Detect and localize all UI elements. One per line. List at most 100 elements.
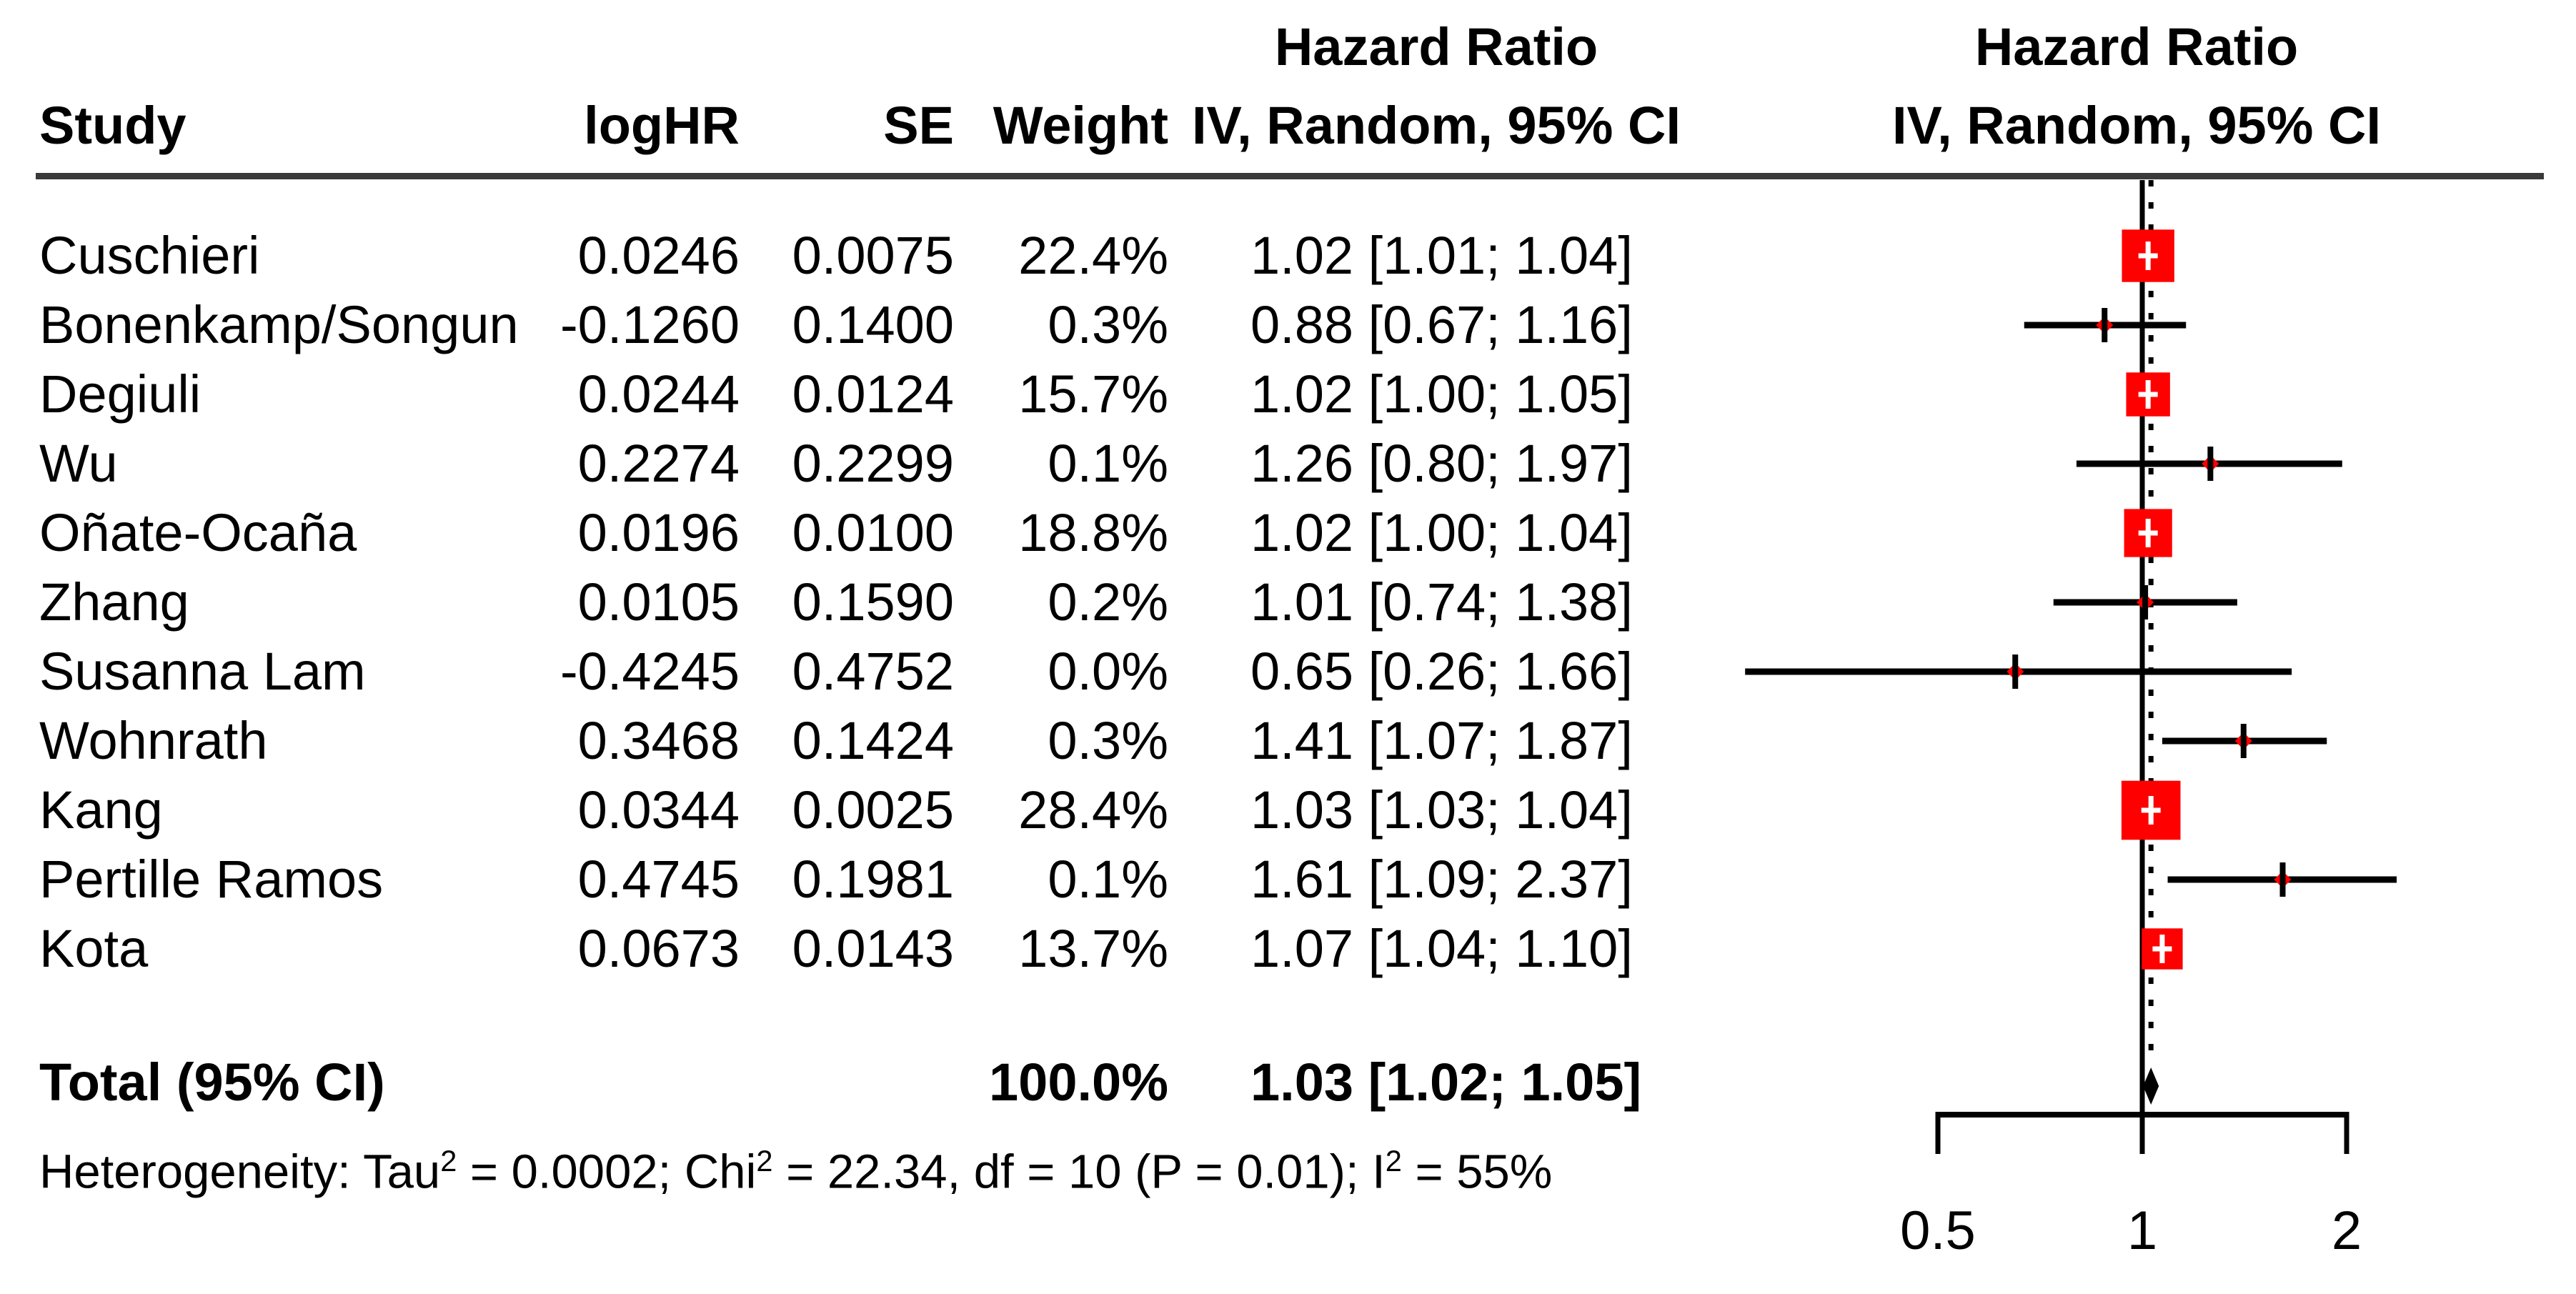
heterogeneity-text: = 0.0002; Chi bbox=[457, 1145, 757, 1199]
estimate-diamond-marker bbox=[2137, 594, 2154, 611]
loghr-value: 0.0196 bbox=[577, 503, 740, 562]
heterogeneity-text: = 22.34, df = 10 (P = 0.01); I bbox=[772, 1145, 1386, 1199]
estimate-diamond-marker bbox=[2006, 663, 2024, 680]
weight-value: 0.3% bbox=[1048, 711, 1168, 770]
heterogeneity-text: = 55% bbox=[1401, 1145, 1553, 1199]
loghr-value: 0.0673 bbox=[577, 919, 740, 978]
axis-line bbox=[1936, 1112, 2349, 1118]
ci-value: 0.88 [0.67; 1.16] bbox=[1250, 295, 1633, 354]
loghr-value: -0.4245 bbox=[560, 642, 740, 701]
ci-value: 1.41 [1.07; 1.87] bbox=[1250, 711, 1633, 770]
superscript-2: 2 bbox=[440, 1144, 457, 1178]
study-name: Kota bbox=[39, 919, 149, 978]
loghr-value: 0.0246 bbox=[577, 226, 740, 285]
weight-square bbox=[2142, 928, 2183, 970]
weight-square bbox=[2122, 229, 2174, 282]
estimate-diamond-marker bbox=[2234, 732, 2252, 750]
estimate-cross bbox=[2138, 392, 2158, 397]
study-name: Zhang bbox=[39, 572, 189, 632]
ci-value: 1.02 [1.00; 1.05] bbox=[1250, 364, 1633, 424]
ci-value: 1.02 [1.00; 1.04] bbox=[1250, 503, 1633, 562]
study-name: Cuschieri bbox=[39, 226, 260, 285]
ci-value: 1.01 [0.74; 1.38] bbox=[1250, 572, 1633, 632]
column-header-loghr: logHR bbox=[584, 96, 740, 155]
weight-square bbox=[2124, 509, 2172, 557]
header-rule bbox=[36, 173, 2544, 179]
axis-tick-label: 1 bbox=[2127, 1200, 2158, 1261]
loghr-value: 0.2274 bbox=[577, 434, 740, 493]
study-name: Bonenkamp/Songun bbox=[39, 295, 519, 354]
total-weight: 100.0% bbox=[989, 1052, 1168, 1112]
estimate-tick bbox=[2102, 308, 2108, 342]
weight-value: 28.4% bbox=[1018, 780, 1168, 840]
column-header-weight: Weight bbox=[993, 96, 1168, 155]
study-name: Wu bbox=[39, 434, 118, 493]
ci-value: 1.26 [0.80; 1.97] bbox=[1250, 434, 1633, 493]
weight-value: 0.0% bbox=[1048, 642, 1168, 701]
loghr-value: 0.0344 bbox=[577, 780, 740, 840]
weight-value: 0.1% bbox=[1048, 850, 1168, 909]
se-value: 0.2299 bbox=[792, 434, 954, 493]
weight-value: 22.4% bbox=[1018, 226, 1168, 285]
ci-value: 1.07 [1.04; 1.10] bbox=[1250, 919, 1633, 978]
estimate-cross bbox=[2152, 946, 2172, 952]
study-name: Degiuli bbox=[39, 364, 202, 424]
estimate-tick bbox=[2142, 585, 2149, 619]
column-header-study: Study bbox=[39, 96, 187, 155]
estimate-diamond-marker bbox=[2202, 455, 2219, 472]
column-header-plot-method: IV, Random, 95% CI bbox=[1891, 96, 2382, 155]
weight-value: 18.8% bbox=[1018, 503, 1168, 562]
estimate-cross bbox=[2138, 530, 2158, 536]
se-value: 0.0025 bbox=[792, 780, 954, 840]
axis-tick bbox=[2344, 1112, 2349, 1154]
estimate-tick bbox=[2279, 862, 2286, 897]
heterogeneity-text: Heterogeneity: Tau bbox=[39, 1145, 441, 1199]
table-hazard-ratio-title: Hazard Ratio bbox=[1274, 17, 1598, 76]
loghr-value: -0.1260 bbox=[560, 295, 740, 354]
weight-value: 0.2% bbox=[1048, 572, 1168, 632]
se-value: 0.0100 bbox=[792, 503, 954, 562]
total-diamond bbox=[2143, 1067, 2159, 1105]
se-value: 0.0143 bbox=[792, 919, 954, 978]
ci-value: 1.03 [1.03; 1.04] bbox=[1250, 780, 1633, 840]
superscript-2: 2 bbox=[1385, 1144, 1402, 1178]
estimate-cross bbox=[2145, 519, 2151, 547]
se-value: 0.1424 bbox=[792, 711, 954, 770]
weight-value: 0.3% bbox=[1048, 295, 1168, 354]
heterogeneity-note: Heterogeneity: Tau2 = 0.0002; Chi2 = 22.… bbox=[39, 1128, 1553, 1199]
loghr-value: 0.0105 bbox=[577, 572, 740, 632]
se-value: 0.4752 bbox=[792, 642, 954, 701]
weight-value: 13.7% bbox=[1018, 919, 1168, 978]
estimate-tick bbox=[2240, 724, 2247, 758]
weight-square bbox=[2121, 780, 2181, 840]
estimate-cross bbox=[2145, 380, 2151, 409]
study-name: Susanna Lam bbox=[39, 642, 366, 701]
estimate-tick bbox=[2012, 655, 2019, 689]
column-header-se: SE bbox=[883, 96, 954, 155]
loghr-value: 0.0244 bbox=[577, 364, 740, 424]
ci-value: 1.02 [1.01; 1.04] bbox=[1250, 226, 1633, 285]
superscript-2: 2 bbox=[756, 1144, 773, 1178]
weight-value: 0.1% bbox=[1048, 434, 1168, 493]
estimate-cross bbox=[2145, 242, 2151, 270]
weight-value: 15.7% bbox=[1018, 364, 1168, 424]
weight-square bbox=[2126, 372, 2170, 417]
loghr-value: 0.3468 bbox=[577, 711, 740, 770]
estimate-cross bbox=[2148, 796, 2154, 825]
loghr-value: 0.4745 bbox=[577, 850, 740, 909]
se-value: 0.0124 bbox=[792, 364, 954, 424]
se-value: 0.1400 bbox=[792, 295, 954, 354]
total-label: Total (95% CI) bbox=[39, 1052, 385, 1112]
study-name: Wohnrath bbox=[39, 711, 268, 770]
plot-hazard-ratio-title: Hazard Ratio bbox=[1974, 17, 2299, 76]
ci-value: 0.65 [0.26; 1.66] bbox=[1250, 642, 1633, 701]
estimate-diamond-marker bbox=[2096, 317, 2114, 334]
estimate-diamond-marker bbox=[2274, 871, 2292, 888]
study-name: Oñate-Ocaña bbox=[39, 503, 357, 562]
axis-tick bbox=[1935, 1112, 1941, 1154]
axis-tick bbox=[2139, 1112, 2145, 1154]
estimate-cross bbox=[2138, 253, 2158, 259]
total-ci-text: 1.03 [1.02; 1.05] bbox=[1250, 1052, 1642, 1112]
se-value: 0.1981 bbox=[792, 850, 954, 909]
